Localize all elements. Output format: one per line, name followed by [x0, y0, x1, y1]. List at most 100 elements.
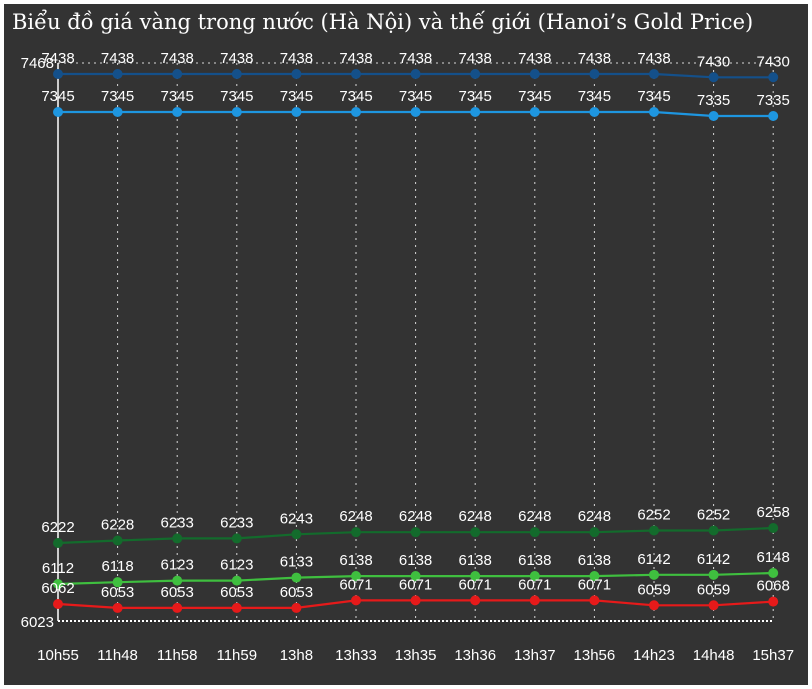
data-label: 6252 [697, 507, 730, 524]
data-label: 7438 [518, 50, 551, 67]
data-label: 6233 [161, 514, 194, 531]
data-label: 7438 [339, 50, 372, 67]
data-label: 6233 [220, 514, 253, 531]
data-label: 6248 [339, 508, 372, 525]
data-point [470, 69, 481, 79]
data-label: 7345 [220, 88, 253, 105]
data-point [231, 533, 242, 544]
data-label: 7438 [101, 50, 134, 67]
x-tick-label: 11h59 [216, 647, 257, 664]
data-label: 6123 [161, 557, 194, 574]
data-label: 7345 [578, 88, 611, 105]
data-point [470, 595, 481, 606]
data-label: 6138 [459, 552, 492, 569]
chart-panel [4, 4, 808, 685]
data-point [529, 527, 540, 538]
x-tick-label: 13h8 [280, 647, 313, 664]
y-tick-label: 6023 [21, 614, 54, 631]
x-tick-label: 13h35 [395, 647, 437, 664]
data-label: 6248 [459, 508, 492, 525]
data-point [291, 529, 302, 540]
data-label: 6068 [757, 578, 790, 595]
data-label: 7345 [459, 88, 492, 105]
data-label: 6248 [578, 508, 611, 525]
data-point [649, 525, 659, 536]
data-label: 6142 [697, 551, 730, 568]
data-point [470, 107, 481, 117]
data-label: 6258 [757, 504, 790, 521]
data-label: 6071 [518, 576, 551, 593]
data-point [768, 596, 779, 607]
data-label: 6243 [280, 510, 313, 527]
data-point [112, 577, 123, 588]
data-point [53, 538, 63, 548]
data-point [351, 527, 361, 538]
data-point [351, 595, 361, 606]
y-tick-label: 7468 [21, 55, 54, 72]
data-label: 7345 [101, 88, 134, 105]
data-label: 7438 [578, 50, 611, 67]
data-label: 6071 [339, 576, 372, 593]
data-point [231, 602, 242, 613]
data-label: 6138 [399, 552, 432, 569]
data-label: 6123 [220, 557, 253, 574]
data-point [529, 69, 540, 79]
data-label: 7345 [161, 88, 194, 105]
data-point [529, 107, 540, 117]
data-point [410, 527, 421, 538]
data-point [172, 107, 183, 117]
data-point [708, 600, 719, 611]
data-point [470, 571, 481, 582]
data-point [708, 111, 719, 121]
data-point [768, 72, 779, 83]
data-label: 6071 [399, 576, 432, 593]
data-label: 7438 [637, 50, 670, 67]
data-label: 6118 [101, 558, 133, 575]
x-tick-label: 11h48 [97, 647, 138, 664]
data-point [231, 107, 242, 117]
data-point [112, 602, 123, 613]
data-label: 7438 [399, 50, 432, 67]
data-point [291, 69, 302, 79]
data-label: 6112 [42, 560, 74, 577]
data-point [291, 107, 302, 117]
data-label: 7335 [697, 92, 730, 109]
data-point [649, 69, 659, 79]
data-label: 7438 [459, 50, 492, 67]
data-label: 6248 [399, 508, 432, 525]
data-point [351, 571, 361, 582]
chart-title: Biểu đồ giá vàng trong nước (Hà Nội) và … [12, 10, 754, 34]
data-point [410, 595, 421, 606]
data-point [231, 575, 242, 586]
data-point [410, 107, 421, 117]
data-label: 6071 [459, 576, 492, 593]
data-label: 7345 [41, 88, 74, 105]
data-label: 7438 [220, 50, 253, 67]
data-point [172, 69, 183, 79]
x-tick-label: 15h37 [752, 647, 794, 664]
x-tick-label: 14h48 [693, 647, 735, 664]
data-label: 7430 [697, 53, 730, 70]
data-point [649, 600, 659, 611]
data-label: 7438 [161, 50, 194, 67]
data-label: 6062 [41, 580, 74, 597]
data-point [649, 107, 659, 117]
data-point [470, 527, 481, 538]
data-label: 6059 [697, 581, 730, 598]
data-point [231, 69, 242, 79]
data-label: 6138 [578, 552, 611, 569]
data-point [410, 571, 421, 582]
data-label: 7438 [280, 50, 313, 67]
data-point [589, 69, 600, 79]
data-label: 7345 [339, 88, 372, 105]
data-label: 7438 [41, 50, 74, 67]
x-tick-label: 11h58 [157, 647, 198, 664]
data-point [291, 572, 302, 583]
x-tick-label: 14h23 [633, 647, 675, 664]
data-point [351, 107, 361, 117]
data-label: 7430 [757, 53, 790, 70]
data-label: 6142 [637, 551, 670, 568]
data-point [410, 69, 421, 79]
data-point [649, 569, 659, 580]
data-label: 6138 [518, 552, 551, 569]
